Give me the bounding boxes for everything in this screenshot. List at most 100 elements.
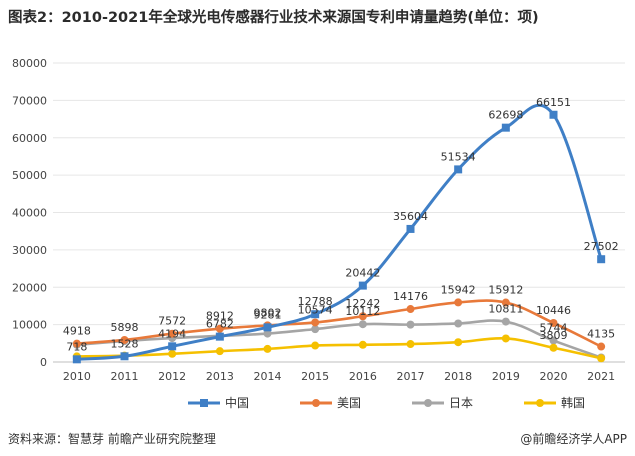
point-中国-2020 [549, 110, 558, 119]
source-note: 资料来源：智慧芽 前瞻产业研究院整理 [8, 432, 216, 446]
series-line-日本 [76, 319, 602, 359]
data-label-中国-2013: 6782 [206, 318, 234, 331]
data-label-美国-2021: 4135 [587, 328, 615, 341]
point-美国-2016 [358, 312, 367, 321]
x-tick-label-2015: 2015 [301, 370, 329, 383]
data-label-美国-2013: 8912 [206, 310, 234, 323]
data-label-中国-2012: 4194 [158, 327, 186, 340]
point-中国-2014 [263, 323, 272, 332]
x-tick-label-2010: 2010 [63, 370, 91, 383]
point-中国-2019 [501, 123, 510, 132]
data-label-美国-2016: 12242 [345, 297, 380, 310]
data-label-中国-2019: 62698 [488, 109, 523, 122]
point-日本-2020 [549, 336, 558, 345]
point-中国-2012 [168, 342, 177, 351]
x-tick-label-2020: 2020 [540, 370, 568, 383]
x-tick-label-2011: 2011 [111, 370, 139, 383]
data-label-日本-2019: 10811 [488, 303, 523, 316]
point-韩国-2014 [263, 344, 272, 353]
point-韩国-2013 [215, 347, 224, 356]
data-label-日本-2020: 5744 [540, 322, 568, 335]
point-韩国-2019 [501, 334, 510, 343]
x-axis: 2010 2011 2012 2013 2014 2015 2016 2017 2018 2019… [63, 370, 615, 383]
data-labels: 718 1528 4194 6782 9281 12788 20442 35604 51534 6… [63, 96, 619, 354]
point-韩国-2017 [406, 340, 415, 349]
point-美国-2015 [311, 318, 320, 327]
point-美国-2017 [406, 305, 415, 314]
point-中国-2011 [120, 352, 129, 361]
point-中国-2021 [597, 255, 606, 264]
point-美国-2019 [501, 298, 510, 307]
x-tick-label-2013: 2013 [206, 370, 234, 383]
data-label-美国-2018: 15942 [441, 283, 476, 296]
data-label-中国-2011: 1528 [111, 337, 139, 350]
series-markers [72, 110, 606, 364]
point-中国-2017 [406, 224, 415, 233]
x-tick-label-2021: 2021 [587, 370, 615, 383]
point-美国-2018 [454, 298, 463, 307]
point-韩国-2015 [311, 341, 320, 350]
chart-title: 图表2：2010-2021年全球光电传感器行业技术来源国专利申请量趋势(单位：项… [8, 10, 539, 26]
x-tick-label-2012: 2012 [158, 370, 186, 383]
y-tick-label: 60000 [12, 132, 47, 145]
y-tick-label: 40000 [12, 207, 47, 220]
data-label-美国-2014: 9802 [254, 306, 282, 319]
data-label-美国-2017: 14176 [393, 290, 428, 303]
data-label-美国-2010: 4918 [63, 325, 91, 338]
point-美国-2020 [549, 318, 558, 327]
point-美国-2010 [72, 339, 81, 348]
legend-label-日本: 日本 [449, 396, 473, 410]
data-label-中国-2020: 66151 [536, 96, 571, 109]
point-日本-2019 [501, 317, 510, 326]
legend: 中国 美国 日本 韩国 [188, 395, 585, 410]
data-label-美国-2015: 10574 [298, 303, 333, 316]
data-label-中国-2015: 12788 [298, 295, 333, 308]
y-tick-label: 10000 [12, 319, 47, 332]
legend-marker-日本 [424, 399, 432, 407]
point-中国-2018 [454, 165, 463, 174]
y-tick-label: 30000 [12, 244, 47, 257]
legend-label-韩国: 韩国 [561, 395, 585, 410]
data-label-中国-2014: 9281 [254, 308, 282, 321]
legend-marker-中国 [200, 399, 208, 407]
x-tick-label-2014: 2014 [254, 370, 282, 383]
legend-marker-韩国 [536, 399, 544, 407]
point-韩国-2012 [168, 349, 177, 358]
y-axis: 0 10000 20000 30000 40000 50000 60000 70000 8000… [12, 57, 47, 369]
point-日本-2016 [358, 320, 367, 329]
series-line-韩国 [76, 336, 602, 360]
y-tick-label: 70000 [12, 94, 47, 107]
series-line-中国 [76, 103, 603, 361]
point-中国-2015 [311, 310, 320, 319]
data-label-美国-2020: 10446 [536, 304, 571, 317]
data-label-中国-2017: 35604 [393, 210, 428, 223]
point-韩国-2018 [454, 338, 463, 347]
data-label-韩国-2020: 3809 [540, 329, 568, 342]
series-line-美国 [76, 299, 602, 348]
point-韩国-2021 [597, 354, 606, 363]
data-label-中国-2021: 27502 [584, 240, 619, 253]
point-美国-2011 [120, 335, 129, 344]
point-美国-2012 [168, 329, 177, 338]
point-日本-2015 [311, 325, 320, 334]
y-tick-label: 0 [40, 356, 47, 369]
legend-marker-美国 [312, 399, 320, 407]
data-label-美国-2019: 15912 [488, 284, 523, 297]
point-日本-2014 [263, 329, 272, 338]
point-中国-2013 [215, 332, 224, 341]
point-中国-2016 [358, 281, 367, 290]
y-tick-label: 80000 [12, 57, 47, 70]
x-tick-label-2016: 2016 [349, 370, 377, 383]
x-tick-label-2019: 2019 [492, 370, 520, 383]
data-label-日本-2016: 10112 [345, 305, 380, 318]
gridlines [53, 62, 625, 363]
point-韩国-2016 [358, 340, 367, 349]
legend-label-美国: 美国 [337, 396, 361, 410]
x-tick-label-2018: 2018 [444, 370, 472, 383]
data-label-中国-2018: 51534 [441, 150, 476, 163]
point-韩国-2020 [549, 343, 558, 352]
brand-credit: @前瞻经济学人APP [520, 432, 627, 446]
y-tick-label: 20000 [12, 281, 47, 294]
series-lines [76, 103, 603, 361]
